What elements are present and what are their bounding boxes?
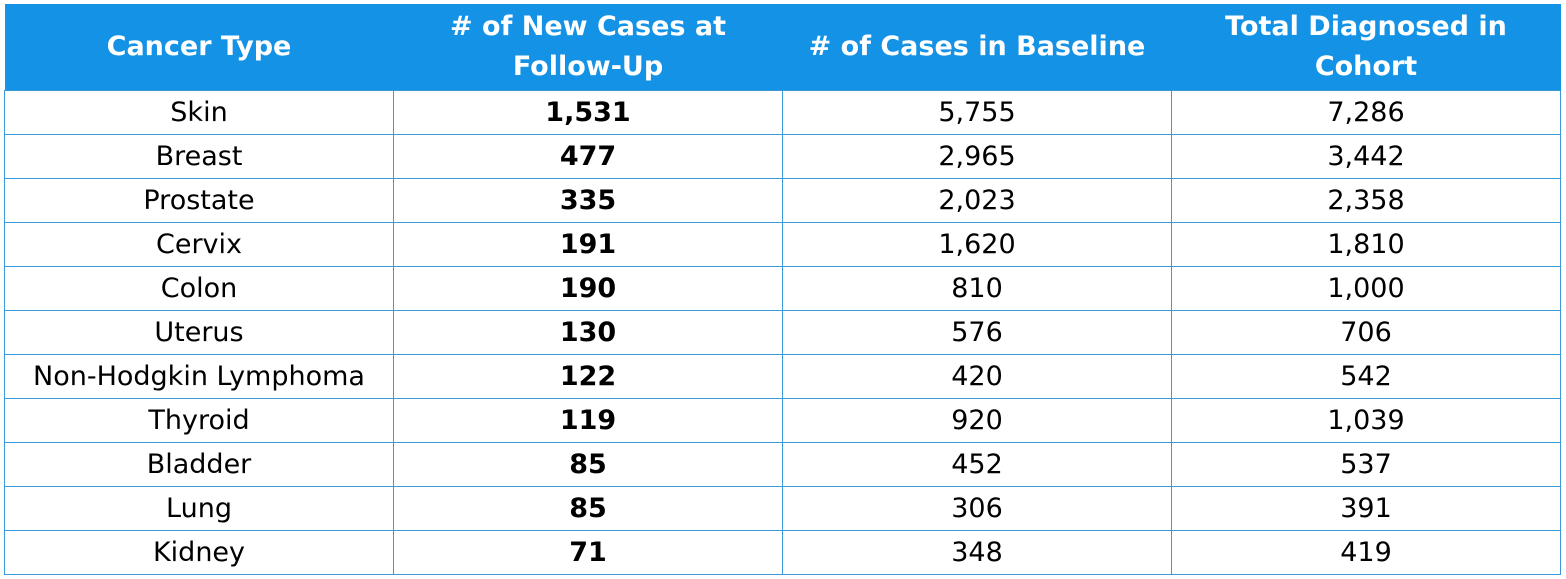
header-new-cases-follow-up: # of New Cases at Follow-Up xyxy=(393,4,783,90)
cell-cancer-type: Uterus xyxy=(4,309,394,355)
cell-cancer-type: Non-Hodgkin Lymphoma xyxy=(4,353,394,399)
table-row: Uterus 130 576 706 xyxy=(4,309,1561,355)
cell-new-cases: 1,531 xyxy=(393,89,783,135)
cell-new-cases: 85 xyxy=(393,441,783,487)
header-row: Cancer Type # of New Cases at Follow-Up … xyxy=(4,4,1561,90)
cell-new-cases: 477 xyxy=(393,133,783,179)
cell-baseline-cases: 2,023 xyxy=(782,177,1172,223)
cell-baseline-cases: 1,620 xyxy=(782,221,1172,267)
cell-total-diagnosed: 1,000 xyxy=(1171,265,1561,311)
cell-total-diagnosed: 542 xyxy=(1171,353,1561,399)
cell-new-cases: 122 xyxy=(393,353,783,399)
cell-total-diagnosed: 7,286 xyxy=(1171,89,1561,135)
header-cancer-type: Cancer Type xyxy=(4,4,394,90)
cell-baseline-cases: 306 xyxy=(782,485,1172,531)
cell-baseline-cases: 452 xyxy=(782,441,1172,487)
cell-baseline-cases: 348 xyxy=(782,529,1172,575)
cell-baseline-cases: 5,755 xyxy=(782,89,1172,135)
table-header: Cancer Type # of New Cases at Follow-Up … xyxy=(4,4,1561,90)
cell-cancer-type: Kidney xyxy=(4,529,394,575)
table-row: Breast 477 2,965 3,442 xyxy=(4,133,1561,179)
header-cases-in-baseline: # of Cases in Baseline xyxy=(782,4,1172,90)
cell-cancer-type: Colon xyxy=(4,265,394,311)
cell-total-diagnosed: 1,810 xyxy=(1171,221,1561,267)
cell-total-diagnosed: 537 xyxy=(1171,441,1561,487)
cell-new-cases: 130 xyxy=(393,309,783,355)
cell-cancer-type: Bladder xyxy=(4,441,394,487)
cell-total-diagnosed: 391 xyxy=(1171,485,1561,531)
cell-total-diagnosed: 2,358 xyxy=(1171,177,1561,223)
cell-total-diagnosed: 419 xyxy=(1171,529,1561,575)
cancer-cases-table-container: Cancer Type # of New Cases at Follow-Up … xyxy=(4,4,1561,575)
cell-cancer-type: Breast xyxy=(4,133,394,179)
cell-cancer-type: Lung xyxy=(4,485,394,531)
cell-new-cases: 71 xyxy=(393,529,783,575)
cell-baseline-cases: 420 xyxy=(782,353,1172,399)
table-row: Colon 190 810 1,000 xyxy=(4,265,1561,311)
cell-baseline-cases: 810 xyxy=(782,265,1172,311)
cell-baseline-cases: 920 xyxy=(782,397,1172,443)
cell-total-diagnosed: 706 xyxy=(1171,309,1561,355)
table-row: Cervix 191 1,620 1,810 xyxy=(4,221,1561,267)
cancer-cases-table: Cancer Type # of New Cases at Follow-Up … xyxy=(4,4,1561,575)
cell-cancer-type: Cervix xyxy=(4,221,394,267)
table-row: Bladder 85 452 537 xyxy=(4,441,1561,487)
cell-baseline-cases: 2,965 xyxy=(782,133,1172,179)
header-total-diagnosed: Total Diagnosed in Cohort xyxy=(1171,4,1561,90)
cell-new-cases: 190 xyxy=(393,265,783,311)
table-row: Non-Hodgkin Lymphoma 122 420 542 xyxy=(4,353,1561,399)
table-row: Kidney 71 348 419 xyxy=(4,529,1561,575)
cell-cancer-type: Thyroid xyxy=(4,397,394,443)
table-row: Thyroid 119 920 1,039 xyxy=(4,397,1561,443)
table-row: Lung 85 306 391 xyxy=(4,485,1561,531)
cell-cancer-type: Skin xyxy=(4,89,394,135)
cell-total-diagnosed: 3,442 xyxy=(1171,133,1561,179)
cell-new-cases: 119 xyxy=(393,397,783,443)
table-row: Prostate 335 2,023 2,358 xyxy=(4,177,1561,223)
table-row: Skin 1,531 5,755 7,286 xyxy=(4,89,1561,135)
table-body: Skin 1,531 5,755 7,286 Breast 477 2,965 3,442 Pr… xyxy=(4,89,1561,575)
cell-new-cases: 335 xyxy=(393,177,783,223)
cell-baseline-cases: 576 xyxy=(782,309,1172,355)
cell-new-cases: 191 xyxy=(393,221,783,267)
cell-new-cases: 85 xyxy=(393,485,783,531)
cell-cancer-type: Prostate xyxy=(4,177,394,223)
cell-total-diagnosed: 1,039 xyxy=(1171,397,1561,443)
